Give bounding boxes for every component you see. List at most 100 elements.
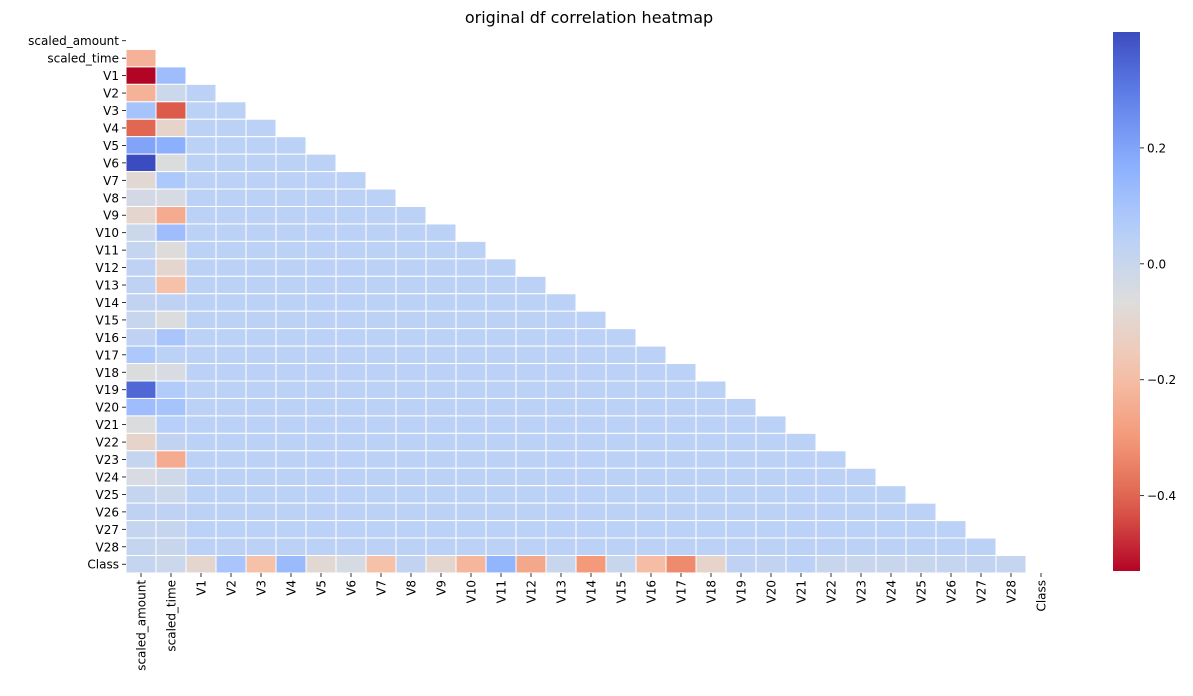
heatmap-cell (635, 502, 667, 522)
heatmap-cell (215, 415, 247, 434)
heatmap-cell (125, 363, 157, 382)
heatmap-cell (305, 502, 337, 522)
heatmap-cell (215, 206, 247, 225)
colorbar: 0.2 0.0 −0.2 −0.4 (1113, 32, 1176, 571)
heatmap-cell (455, 520, 487, 539)
heatmap-cell (485, 520, 517, 539)
heatmap-cell (515, 537, 547, 556)
heatmap-cell (485, 537, 517, 556)
heatmap-cell (455, 258, 487, 277)
heatmap-cell (395, 520, 427, 539)
heatmap-cell (155, 432, 187, 452)
heatmap-cell (755, 450, 787, 469)
heatmap-cell (275, 153, 307, 173)
heatmap-cell (605, 555, 637, 574)
heatmap-cell (605, 467, 637, 487)
heatmap-cell (155, 153, 187, 173)
heatmap-cell (125, 467, 157, 487)
heatmap-cell (125, 485, 157, 504)
heatmap-cell (215, 397, 247, 417)
heatmap-cell (455, 537, 487, 556)
heatmap-cell (215, 293, 247, 312)
heatmap-cell (605, 415, 637, 434)
heatmap-cell (185, 502, 217, 522)
heatmap-cell (185, 485, 217, 504)
heatmap-cell (365, 432, 397, 452)
heatmap-cell (425, 467, 457, 487)
heatmap-cell (245, 432, 277, 452)
heatmap-cell (545, 293, 577, 312)
heatmap-cell (335, 240, 367, 260)
heatmap-cell (665, 467, 697, 487)
heatmap-cell (635, 485, 667, 504)
heatmap-cell (275, 450, 307, 469)
heatmap-cell (125, 537, 157, 556)
x-tick-label: V28 (1005, 580, 1019, 603)
y-tick-label: V27 (96, 523, 119, 537)
x-tick-label: V6 (345, 580, 359, 596)
heatmap-cell (335, 206, 367, 225)
heatmap-cell (275, 345, 307, 365)
heatmap-cell (125, 328, 157, 347)
heatmap-cell (125, 223, 157, 242)
heatmap-cell (455, 397, 487, 417)
y-tick-label: Class (87, 558, 119, 572)
heatmap-cell (755, 467, 787, 487)
y-tick-label: V19 (96, 383, 119, 397)
y-tick-label: scaled_time (47, 52, 119, 66)
heatmap-cell (695, 397, 727, 417)
heatmap-cell (185, 467, 217, 487)
heatmap-cell (275, 537, 307, 556)
heatmap-cell (215, 380, 247, 399)
heatmap-cell (365, 223, 397, 242)
heatmap-cell (365, 502, 397, 522)
heatmap-cell (785, 537, 817, 556)
y-tick-label: V3 (103, 104, 119, 118)
heatmap-cell (125, 258, 157, 277)
heatmap-cell (425, 223, 457, 242)
x-tick-label: V14 (585, 580, 599, 603)
heatmap-cell (485, 328, 517, 347)
heatmap-cell (245, 485, 277, 504)
heatmap-cell (455, 415, 487, 434)
heatmap-cell (245, 136, 277, 155)
heatmap-cell (545, 485, 577, 504)
heatmap-cell (125, 415, 157, 434)
x-tick-label: V2 (225, 580, 239, 596)
heatmap-cell (545, 467, 577, 487)
y-tick-label: V12 (96, 261, 119, 275)
heatmap-cell (155, 467, 187, 487)
heatmap-cell (155, 345, 187, 365)
heatmap-cell (665, 397, 697, 417)
heatmap-cell (395, 537, 427, 556)
heatmap-cell (215, 363, 247, 382)
heatmap-cell (575, 502, 607, 522)
heatmap-cell (365, 555, 397, 574)
heatmap-cell (335, 467, 367, 487)
heatmap-cell (455, 555, 487, 574)
heatmap-cell (575, 537, 607, 556)
y-tick-label: V8 (103, 191, 119, 205)
heatmap-cell (335, 328, 367, 347)
heatmap-cell (545, 345, 577, 365)
heatmap-cell (275, 258, 307, 277)
heatmap-cell (185, 380, 217, 399)
heatmap-cell (815, 520, 847, 539)
heatmap-cell (275, 310, 307, 330)
heatmap-cell (125, 275, 157, 295)
heatmap-cell (245, 450, 277, 469)
heatmap-cell (545, 380, 577, 399)
heatmap-cell (365, 293, 397, 312)
y-tick-label: V26 (96, 505, 119, 519)
y-tick-label: V25 (96, 488, 119, 502)
heatmap-cell (155, 555, 187, 574)
heatmap-cell (845, 467, 877, 487)
heatmap-cell (515, 363, 547, 382)
heatmap-cell (275, 223, 307, 242)
heatmap-cell (335, 502, 367, 522)
y-tick-label: V20 (96, 401, 119, 415)
heatmap-cell (365, 467, 397, 487)
heatmap-cell (395, 380, 427, 399)
y-tick-label: V5 (103, 139, 119, 153)
heatmap-cell (335, 380, 367, 399)
